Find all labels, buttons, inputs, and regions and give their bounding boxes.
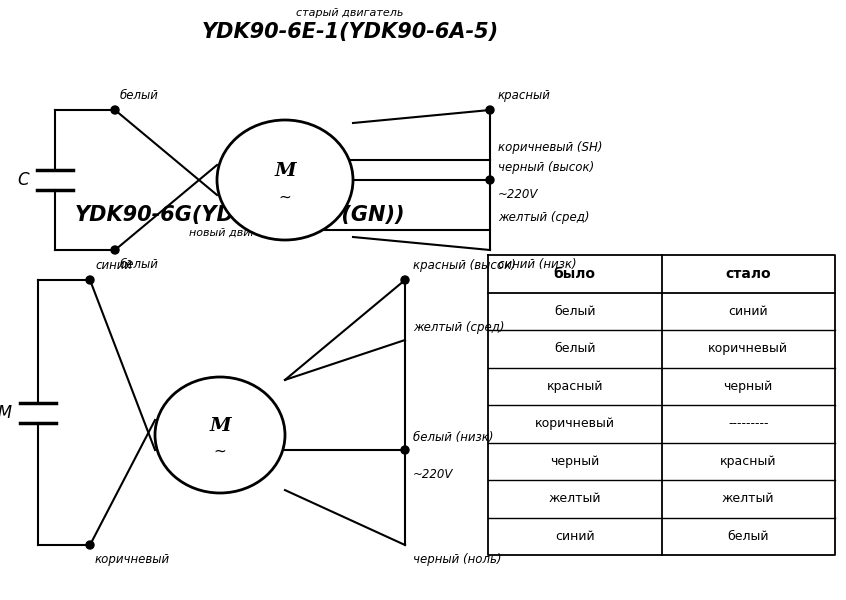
Text: 3,5 М: 3,5 М [0,403,12,421]
Text: ~: ~ [214,444,227,459]
Text: ~: ~ [278,190,291,204]
Ellipse shape [217,120,353,240]
Circle shape [86,541,94,549]
Text: ---------: --------- [728,417,768,430]
Text: YDK90-6E-1(YDK90-6A-5): YDK90-6E-1(YDK90-6A-5) [201,22,498,42]
Text: красный: красный [720,455,777,468]
Text: белый: белый [120,258,159,271]
Text: синий: синий [728,305,768,318]
Text: белый: белый [554,342,596,355]
Text: коричневый: коричневый [708,342,788,355]
Text: красный: красный [498,89,551,102]
Text: синий (низк): синий (низк) [498,258,577,271]
Text: черный (ноль): черный (ноль) [413,553,502,566]
Text: новый двигатель: новый двигатель [190,228,291,238]
Text: черный (высок): черный (высок) [498,161,594,174]
Text: белый: белый [728,530,769,543]
Text: синий: синий [95,259,132,272]
Text: старый двигатель: старый двигатель [296,8,404,18]
Text: ~220V: ~220V [413,469,453,481]
Text: коричневый (SH): коричневый (SH) [498,141,602,154]
Text: YDK90-6G(YDK90-6A-3(GN)): YDK90-6G(YDK90-6A-3(GN)) [74,205,405,225]
Text: красный: красный [547,380,603,393]
Text: желтый: желтый [722,492,774,505]
Circle shape [486,176,494,184]
Circle shape [401,446,409,454]
Text: белый: белый [554,305,596,318]
Circle shape [486,106,494,114]
Circle shape [86,276,94,284]
Text: коричневый: коричневый [95,553,170,566]
Ellipse shape [155,377,285,493]
Text: M: M [209,418,231,436]
Circle shape [111,106,119,114]
Circle shape [111,246,119,254]
Text: белый: белый [120,89,159,102]
Text: белый (низк): белый (низк) [413,431,493,444]
Text: желтый (сред): желтый (сред) [498,211,590,224]
Text: желтый (сред): желтый (сред) [413,321,504,334]
Circle shape [401,276,409,284]
Text: стало: стало [725,267,771,281]
Text: коричневый: коричневый [535,417,615,430]
Text: M: M [274,162,296,180]
Text: черный: черный [550,455,599,468]
Text: красный (высок): красный (высок) [413,259,516,272]
Text: синий: синий [555,530,595,543]
Text: черный: черный [723,380,773,393]
Text: желтый: желтый [548,492,601,505]
Text: ~220V: ~220V [498,188,538,202]
Text: было: было [554,267,596,281]
Text: C: C [18,171,29,189]
